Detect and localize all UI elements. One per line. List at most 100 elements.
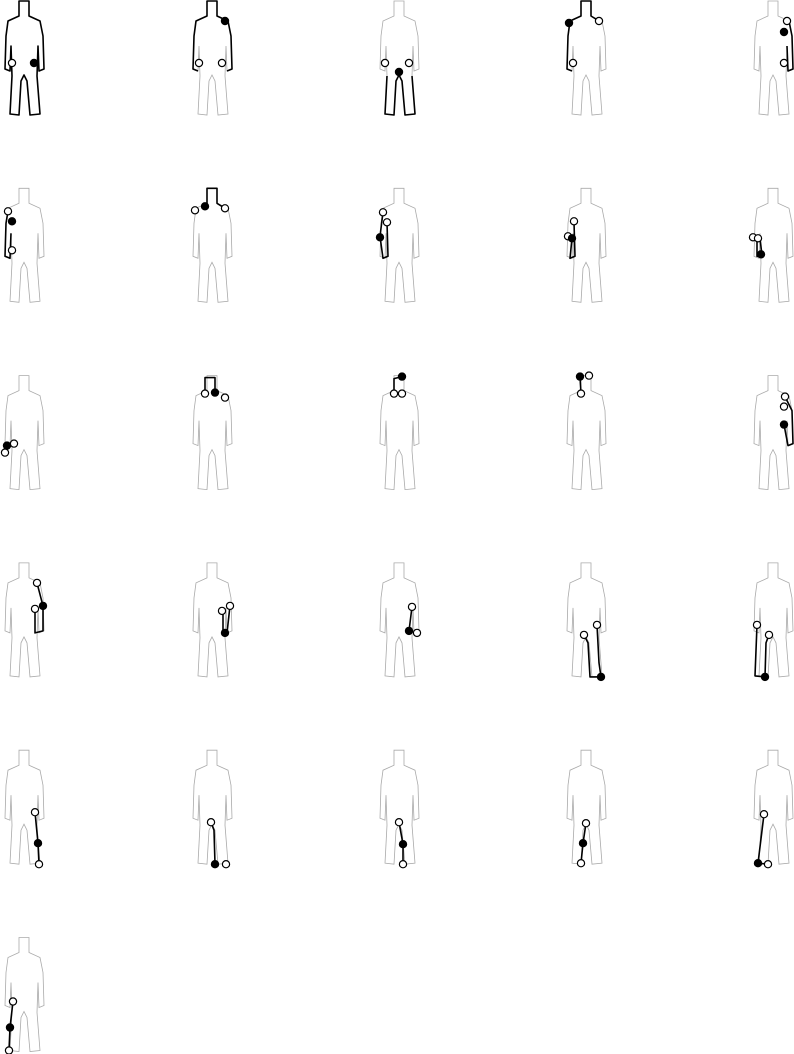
joint-open: [764, 630, 774, 640]
pose-figure: [564, 0, 607, 116]
highlighted-segment: [379, 212, 389, 260]
highlighted-segment: [384, 74, 416, 116]
joint-open: [752, 620, 762, 630]
joint-open: [407, 602, 417, 612]
joint-filled: [564, 18, 574, 28]
highlighted-segment: [192, 0, 233, 72]
joint-open: [779, 402, 789, 411]
highlighted-segment: [204, 376, 216, 394]
pose-figure: [192, 375, 233, 491]
pose-figure: [379, 749, 420, 869]
pose-figure: [4, 937, 45, 1054]
pose-figure: [566, 562, 607, 682]
joint-filled: [760, 672, 770, 682]
joint-filled: [220, 16, 230, 26]
pose-figure: [753, 0, 794, 116]
joint-open: [225, 601, 235, 611]
joint-open: [3, 207, 13, 216]
joint-open: [394, 818, 404, 827]
body-silhouette: [192, 562, 233, 678]
joint-filled: [394, 67, 404, 77]
joint-filled: [578, 839, 588, 848]
joint-filled: [38, 601, 48, 611]
body-silhouette: [379, 562, 420, 678]
pose-figure: [566, 371, 607, 491]
joint-open: [217, 606, 227, 616]
joint-open: [404, 58, 414, 68]
joint-open: [194, 58, 204, 68]
body-silhouette: [753, 375, 794, 491]
pose-figure: [379, 562, 422, 678]
body-silhouette: [753, 187, 794, 303]
pose-figure: [563, 187, 607, 303]
highlighted-segment: [783, 396, 794, 447]
pose-figure: [192, 0, 233, 116]
joint-open: [206, 818, 216, 827]
joint-filled: [567, 234, 577, 243]
highlighted-segment: [206, 187, 226, 209]
joint-filled: [200, 202, 210, 211]
pose-figure: [190, 187, 233, 303]
joint-filled: [596, 672, 606, 682]
joint-filled: [753, 859, 763, 868]
body-silhouette: [4, 937, 45, 1052]
joint-open: [200, 389, 210, 398]
joint-open: [8, 997, 18, 1006]
joint-open: [382, 218, 392, 227]
joint-open: [581, 819, 591, 828]
joint-open: [389, 389, 399, 398]
highlighted-segment: [757, 814, 769, 865]
body-silhouette: [566, 749, 607, 865]
pose-figure: [375, 187, 420, 303]
joint-filled: [2, 441, 12, 450]
body-silhouette: [566, 187, 607, 303]
joint-open: [7, 58, 17, 68]
joint-filled: [404, 626, 414, 636]
joint-filled: [210, 860, 220, 869]
joint-open: [759, 810, 769, 819]
pose-figure: [566, 749, 607, 868]
joint-open: [780, 392, 790, 401]
body-silhouette: [753, 562, 794, 678]
joint-open: [217, 58, 227, 68]
joint-filled: [779, 420, 789, 429]
joint-open: [568, 58, 578, 68]
joint-filled: [397, 372, 407, 381]
joint-open: [592, 620, 602, 630]
joint-open: [397, 389, 407, 398]
joint-filled: [779, 27, 789, 37]
joint-open: [9, 439, 19, 448]
pose-figure: [4, 562, 48, 678]
highlighted-segment: [4, 0, 45, 116]
body-silhouette: [566, 375, 607, 491]
joint-open: [378, 208, 388, 217]
highlighted-segment: [566, 0, 600, 72]
body-silhouette: [192, 749, 233, 865]
joint-open: [594, 16, 604, 26]
pose-figure: [379, 372, 420, 491]
joint-open: [412, 628, 422, 638]
pose-figure: [3, 187, 45, 303]
joint-open: [753, 234, 763, 243]
joint-filled: [5, 1023, 15, 1032]
joint-open: [763, 860, 773, 869]
joint-open: [782, 16, 792, 26]
body-silhouette: [4, 375, 45, 491]
joint-filled: [29, 58, 39, 68]
joint-filled: [33, 839, 43, 848]
joint-filled: [398, 840, 408, 849]
joint-open: [4, 1046, 14, 1054]
pose-figure: [192, 749, 233, 869]
pose-figure: [379, 0, 420, 116]
joint-filled: [375, 233, 385, 242]
body-silhouette: [379, 749, 420, 865]
joint-open: [380, 58, 390, 68]
joint-filled: [575, 372, 585, 381]
joint-open: [779, 58, 789, 68]
joint-open: [584, 371, 594, 380]
joint-open: [32, 578, 42, 588]
joint-open: [7, 246, 17, 255]
joint-filled: [220, 628, 230, 638]
